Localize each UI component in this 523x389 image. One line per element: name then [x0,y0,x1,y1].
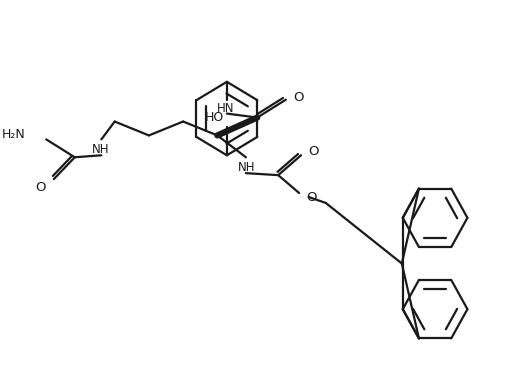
Text: O: O [309,145,319,158]
Text: NH: NH [92,143,109,156]
Text: HO: HO [205,111,224,124]
Text: O: O [36,180,46,194]
Text: O: O [293,91,304,104]
Text: NH: NH [238,161,256,174]
Text: H₂N: H₂N [2,128,25,141]
Text: O: O [306,191,316,205]
Text: HN: HN [217,102,235,115]
